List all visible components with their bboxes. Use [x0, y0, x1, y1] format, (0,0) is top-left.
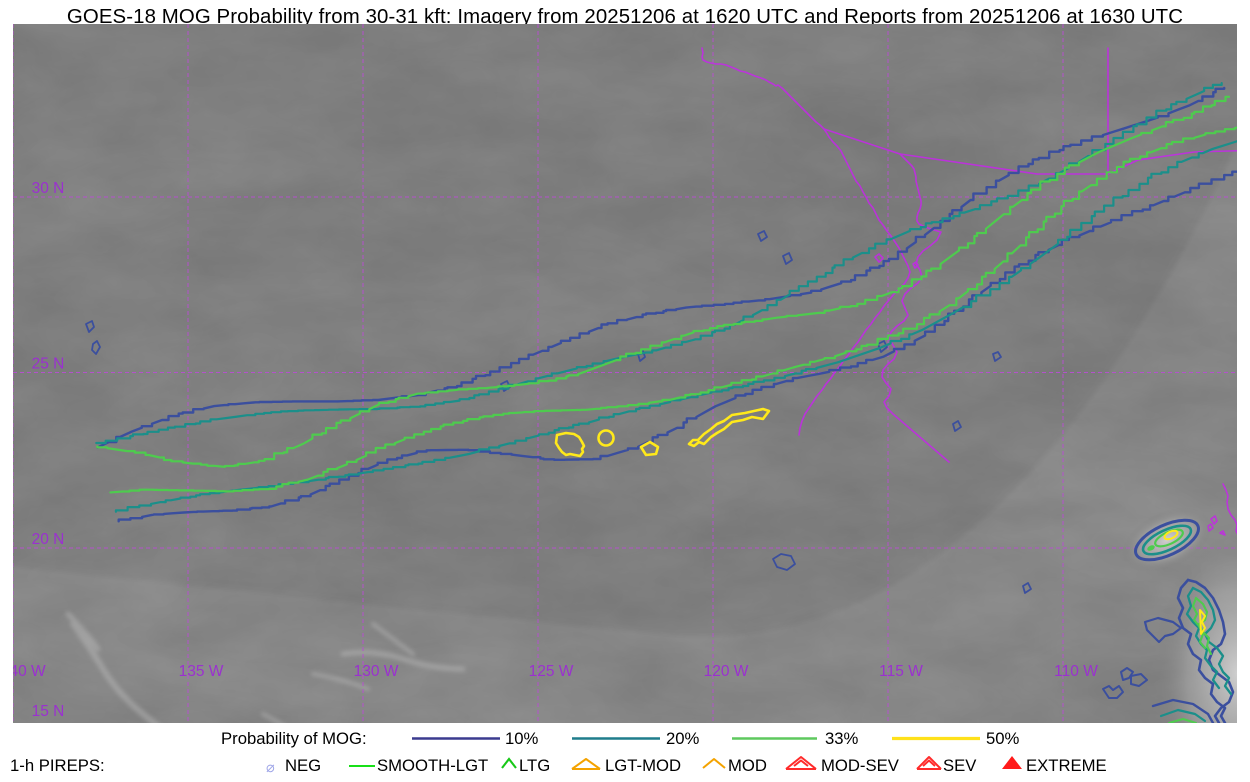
svg-text:-40 W: -40 W [13, 663, 46, 680]
svg-text:LTG: LTG [519, 756, 550, 775]
svg-text:120 W: 120 W [704, 663, 749, 680]
svg-text:MOD-SEV: MOD-SEV [821, 756, 900, 775]
svg-text:MOD: MOD [728, 756, 767, 775]
svg-text:130 W: 130 W [354, 663, 399, 680]
svg-text:NEG: NEG [285, 756, 321, 775]
svg-text:LGT-MOD: LGT-MOD [605, 756, 681, 775]
svg-text:135 W: 135 W [179, 663, 224, 680]
svg-text:33%: 33% [825, 729, 859, 748]
svg-text:EXTREME: EXTREME [1026, 756, 1107, 775]
svg-text:⌀: ⌀ [266, 760, 275, 776]
svg-text:125 W: 125 W [529, 663, 574, 680]
svg-text:1-h PIREPS:: 1-h PIREPS: [10, 756, 105, 775]
svg-text:25 N: 25 N [32, 356, 65, 373]
svg-text:50%: 50% [986, 729, 1020, 748]
svg-text:30 N: 30 N [32, 180, 65, 197]
svg-text:20%: 20% [666, 729, 700, 748]
svg-text:Probability of MOG:: Probability of MOG: [221, 729, 367, 748]
svg-text:SEV: SEV [943, 756, 977, 775]
svg-text:20 N: 20 N [32, 531, 65, 548]
svg-text:10%: 10% [505, 729, 539, 748]
svg-text:115 W: 115 W [879, 663, 923, 680]
svg-text:SMOOTH-LGT: SMOOTH-LGT [377, 756, 488, 775]
svg-text:110 W: 110 W [1054, 663, 1098, 680]
svg-text:15 N: 15 N [32, 703, 65, 720]
